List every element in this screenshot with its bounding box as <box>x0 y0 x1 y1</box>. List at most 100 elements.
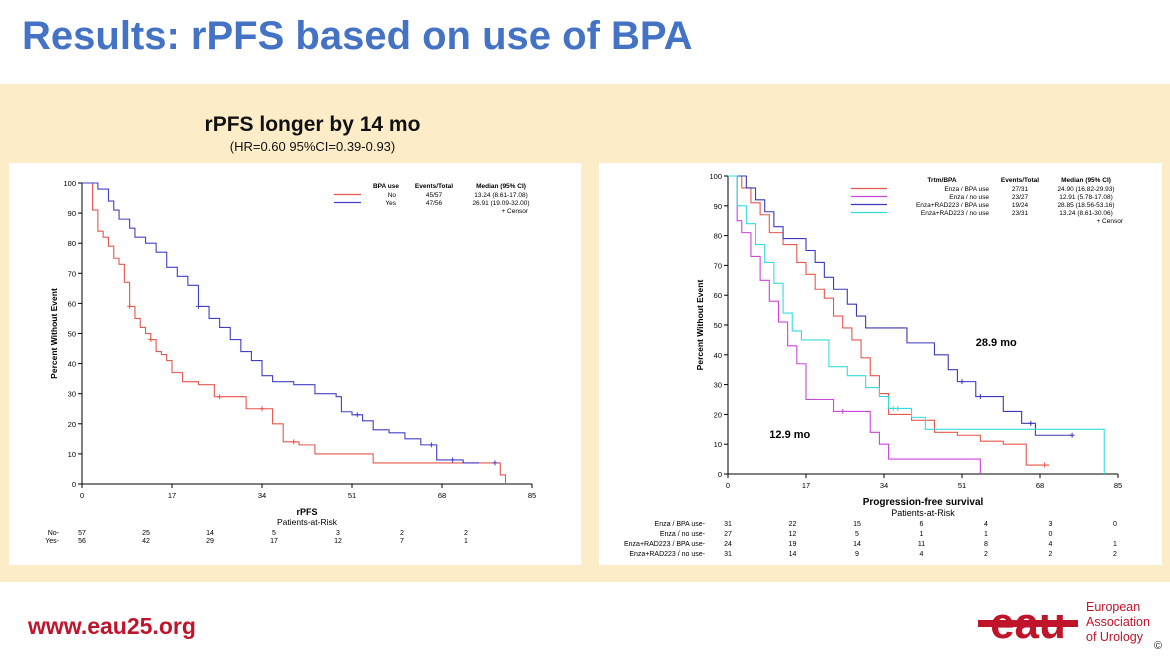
at-risk-cell: 24 <box>724 541 732 548</box>
at-risk-cell: 42 <box>142 538 150 545</box>
at-risk-cell: 31 <box>724 521 732 528</box>
x-tick-label: 34 <box>880 481 888 490</box>
logo-line-3: of Urology <box>1086 630 1143 644</box>
legend-median: 12.91 (5.78-17.08) <box>1059 194 1112 201</box>
at-risk-cell: 12 <box>789 531 797 538</box>
at-risk-cell: 9 <box>855 551 859 558</box>
logo-line-2: Association <box>1086 615 1150 629</box>
slide-title: Results: rPFS based on use of BPA <box>22 14 693 58</box>
x-tick-label: 17 <box>802 481 810 490</box>
y-tick-label: 80 <box>68 239 76 248</box>
y-tick-label: 70 <box>68 269 76 278</box>
legend-events-total: 23/27 <box>1012 194 1029 201</box>
censor-mark <box>127 303 133 309</box>
censor-mark <box>217 394 223 400</box>
chart-annotation: 28.9 mo <box>976 337 1017 349</box>
at-risk-cell: 56 <box>78 538 86 545</box>
legend-series-name: No <box>388 192 397 199</box>
at-risk-cell: 22 <box>789 521 797 528</box>
at-risk-cell: 2 <box>1049 551 1053 558</box>
legend-series-name: Yes <box>385 200 396 207</box>
legend-censor: + Censor <box>501 208 528 215</box>
censor-mark <box>959 379 965 385</box>
censor-mark <box>195 303 201 309</box>
y-axis-label: Percent Without Event <box>695 280 705 371</box>
at-risk-cell: 7 <box>400 538 404 545</box>
y-tick-label: 30 <box>68 390 76 399</box>
censor-mark <box>291 439 297 445</box>
at-risk-row-label: Enza / no use- <box>660 531 706 538</box>
censor-mark <box>148 337 154 343</box>
censor-mark <box>354 412 360 418</box>
km-series-line <box>728 175 1050 466</box>
km-series-line <box>728 175 1105 474</box>
at-risk-cell: 5 <box>272 530 276 537</box>
censor-mark <box>259 406 265 412</box>
censor-mark <box>840 408 846 414</box>
at-risk-row-label: Yes- <box>45 538 59 545</box>
legend-header: Median (95% CI) <box>1061 177 1111 184</box>
at-risk-cell: 1 <box>984 531 988 538</box>
at-risk-cell: 14 <box>789 551 797 558</box>
at-risk-cell: 25 <box>142 530 150 537</box>
at-risk-row-label: Enza+RAD223 / no use- <box>629 551 705 558</box>
at-risk-cell: 1 <box>464 538 468 545</box>
copyright-mark: © <box>1154 640 1163 652</box>
x-tick-label: 0 <box>80 491 84 500</box>
km-series-line <box>728 175 1073 436</box>
at-risk-row-label: Enza+RAD223 / BPA use- <box>624 541 706 548</box>
km-series-line <box>728 175 981 474</box>
legend-header: Trtm/BPA <box>927 177 956 184</box>
eau-logo-text: European Association of Urology <box>1086 600 1150 645</box>
y-tick-label: 90 <box>68 209 76 218</box>
at-risk-cell: 4 <box>920 551 924 558</box>
x-tick-label: 51 <box>958 481 966 490</box>
legend-events-total: 47/56 <box>426 200 443 207</box>
at-risk-cell: 6 <box>920 521 924 528</box>
x-axis-label: rPFS <box>296 507 317 517</box>
censor-mark <box>977 394 983 400</box>
at-risk-cell: 12 <box>334 538 342 545</box>
km-series-line <box>82 182 507 484</box>
at-risk-row-label: No- <box>48 530 60 537</box>
y-tick-label: 70 <box>714 261 722 270</box>
censor-mark <box>1028 420 1034 426</box>
website-link[interactable]: www.eau25.org <box>28 613 196 639</box>
legend-header: Events/Total <box>1001 177 1039 184</box>
y-tick-label: 100 <box>63 179 76 188</box>
chart-headline: rPFS longer by 14 mo (HR=0.60 95%CI=0.39… <box>150 113 475 154</box>
at-risk-row-label: Enza / BPA use- <box>655 521 706 528</box>
at-risk-cell: 5 <box>855 531 859 538</box>
hazard-ratio-text: (HR=0.60 95%CI=0.39-0.93) <box>229 139 396 154</box>
at-risk-cell: 19 <box>789 541 797 548</box>
at-risk-cell: 1 <box>1113 541 1117 548</box>
y-tick-label: 30 <box>714 381 722 390</box>
x-tick-label: 85 <box>1114 481 1122 490</box>
y-tick-label: 90 <box>714 202 722 211</box>
y-tick-label: 60 <box>68 299 76 308</box>
logo-line-1: European <box>1086 600 1141 614</box>
at-risk-cell: 1 <box>920 531 924 538</box>
y-tick-label: 40 <box>68 360 76 369</box>
at-risk-cell: 4 <box>984 521 988 528</box>
censor-mark <box>1042 462 1048 468</box>
y-tick-label: 80 <box>714 232 722 241</box>
chart-annotation: 12.9 mo <box>769 429 810 441</box>
at-risk-cell: 3 <box>336 530 340 537</box>
at-risk-cell: 27 <box>724 531 732 538</box>
at-risk-cell: 2 <box>400 530 404 537</box>
legend-median: 26.91 (19.09-32.00) <box>472 200 529 207</box>
logo-mark: eau <box>990 599 1066 646</box>
logo-bar <box>978 620 1078 627</box>
at-risk-cell: 31 <box>724 551 732 558</box>
y-tick-label: 50 <box>714 321 722 330</box>
at-risk-cell: 17 <box>270 538 278 545</box>
at-risk-cell: 0 <box>1113 521 1117 528</box>
x-tick-label: 51 <box>348 491 356 500</box>
at-risk-cell: 3 <box>1049 521 1053 528</box>
legend-median: 24.90 (16.82-29.93) <box>1057 186 1114 193</box>
at-risk-cell: 4 <box>1049 541 1053 548</box>
legend-median: 13.24 (8.61-30.06) <box>1059 210 1112 217</box>
